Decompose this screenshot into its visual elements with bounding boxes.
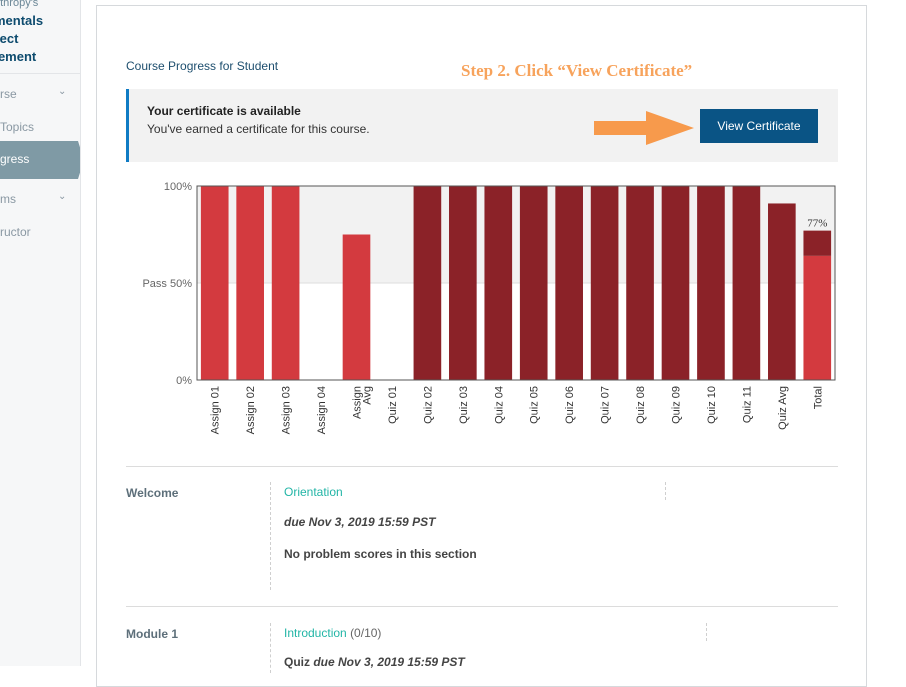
sidebar-item-label: ms: [0, 192, 16, 206]
x-tick-label: Assign 04: [316, 386, 328, 434]
chevron-down-icon: ⌄: [58, 86, 67, 97]
above-pass-band: [197, 186, 835, 283]
chart-bar: [271, 186, 300, 380]
sidebar-item-progress[interactable]: gress: [0, 141, 80, 179]
due-date: due Nov 3, 2019 15:59 PST: [284, 515, 436, 529]
x-tick-label: Quiz 10: [706, 386, 718, 424]
x-tick-label: Quiz 07: [600, 386, 612, 424]
x-tick-label: Quiz 03: [458, 386, 470, 424]
sidebar-item-instructor[interactable]: ructor: [0, 225, 80, 239]
x-tick-label: Assign: [352, 386, 364, 419]
sidebar-item-label: Topics: [0, 120, 35, 134]
chart-bar: [590, 186, 619, 380]
chart-bar: [803, 255, 832, 380]
chart-bar: [342, 234, 371, 380]
x-tick-label: Total: [812, 386, 824, 409]
chart-bar: [768, 203, 796, 380]
x-tick-label: Quiz Avg: [777, 386, 789, 430]
chart-bar: [413, 186, 442, 380]
brand-line-3: gement: [0, 49, 37, 64]
chart-bar: [803, 230, 832, 256]
section-divider-dashed: [270, 482, 271, 590]
x-tick-label: Quiz 11: [741, 386, 753, 423]
brand-line-0: nthropy's: [0, 0, 39, 9]
due-date: due Nov 3, 2019 15:59 PST: [313, 655, 465, 669]
course-brand[interactable]: nthropy's mentals ject gement: [0, 0, 80, 66]
x-tick-label: Assign 02: [245, 386, 257, 434]
certificate-message: You've earned a certificate for this cou…: [147, 122, 370, 136]
x-tick-label: Quiz 08: [635, 386, 647, 424]
section-divider-dashed: [706, 623, 707, 641]
course-sidebar: nthropy's mentals ject gement rse ⌄ Topi…: [0, 0, 81, 666]
brand-line-2: ject: [0, 31, 19, 46]
y-tick-label: 100%: [164, 181, 192, 193]
x-tick-label: Quiz 05: [529, 386, 541, 424]
view-certificate-button[interactable]: View Certificate: [700, 109, 818, 143]
subsection-link-label[interactable]: Introduction: [284, 626, 347, 640]
subsection-score-count: (0/10): [350, 626, 382, 640]
quiz-label: Quiz: [284, 655, 310, 669]
sidebar-divider: [0, 73, 80, 74]
chevron-down-icon: ⌄: [58, 191, 67, 202]
y-tick-label: 0%: [176, 375, 192, 387]
chart-bar: [236, 186, 264, 380]
plot-frame: [196, 185, 836, 381]
subsection-link[interactable]: Orientation: [284, 485, 343, 499]
certificate-heading: Your certificate is available: [147, 104, 301, 118]
section-divider: [126, 466, 838, 467]
brand-line-1: mentals: [0, 13, 44, 28]
chart-bar: [519, 186, 548, 380]
x-tick-label: Assign 01: [210, 386, 222, 434]
x-tick-label: Quiz 02: [422, 386, 434, 424]
chart-bar: [484, 186, 513, 380]
y-tick-label: Pass 50%: [142, 278, 192, 290]
sidebar-item-course[interactable]: rse ⌄: [0, 86, 80, 101]
quiz-due-line: Quiz due Nov 3, 2019 15:59 PST: [284, 655, 465, 669]
section-title: Module 1: [126, 627, 179, 641]
page-title: Course Progress for Student: [126, 59, 279, 73]
progress-chart: 100% Pass 50% 0% Assign 01 Assign 02 Assign 0…: [142, 181, 836, 434]
chart-bar: [661, 186, 690, 380]
no-scores-note: No problem scores in this section: [284, 547, 477, 561]
x-tick-label: Quiz 01: [387, 386, 399, 424]
step-annotation: Step 2. Click “View Certificate”: [461, 61, 693, 80]
x-tick-label: Quiz 09: [671, 386, 683, 424]
subsection-link[interactable]: Introduction (0/10): [284, 626, 381, 640]
section-divider: [126, 606, 838, 607]
x-tick-label: Assign 03: [281, 386, 293, 434]
x-tick-label: Quiz 06: [564, 386, 576, 424]
sidebar-item-label: rse: [0, 87, 17, 101]
chart-bar: [732, 186, 761, 380]
chart-bar: [200, 186, 229, 380]
subsection-link-label[interactable]: Orientation: [284, 485, 343, 499]
sidebar-item-topics[interactable]: Topics: [0, 120, 80, 134]
chart-bar: [697, 186, 725, 380]
chart-bar: [555, 186, 583, 380]
x-tick-label: Quiz 04: [493, 386, 505, 424]
chart-bar: [626, 186, 654, 380]
section-divider-dashed: [270, 623, 271, 673]
total-data-label: 77%: [807, 218, 827, 230]
chart-bar: [449, 186, 477, 380]
x-tick-label: Avg: [362, 386, 374, 405]
arrow-right-icon: [594, 111, 694, 145]
sidebar-item-label: ructor: [0, 225, 31, 239]
section-title: Welcome: [126, 486, 179, 500]
sidebar-item-label: gress: [0, 152, 30, 166]
section-divider-dashed: [665, 482, 666, 500]
sidebar-item-forums[interactable]: ms ⌄: [0, 191, 80, 206]
